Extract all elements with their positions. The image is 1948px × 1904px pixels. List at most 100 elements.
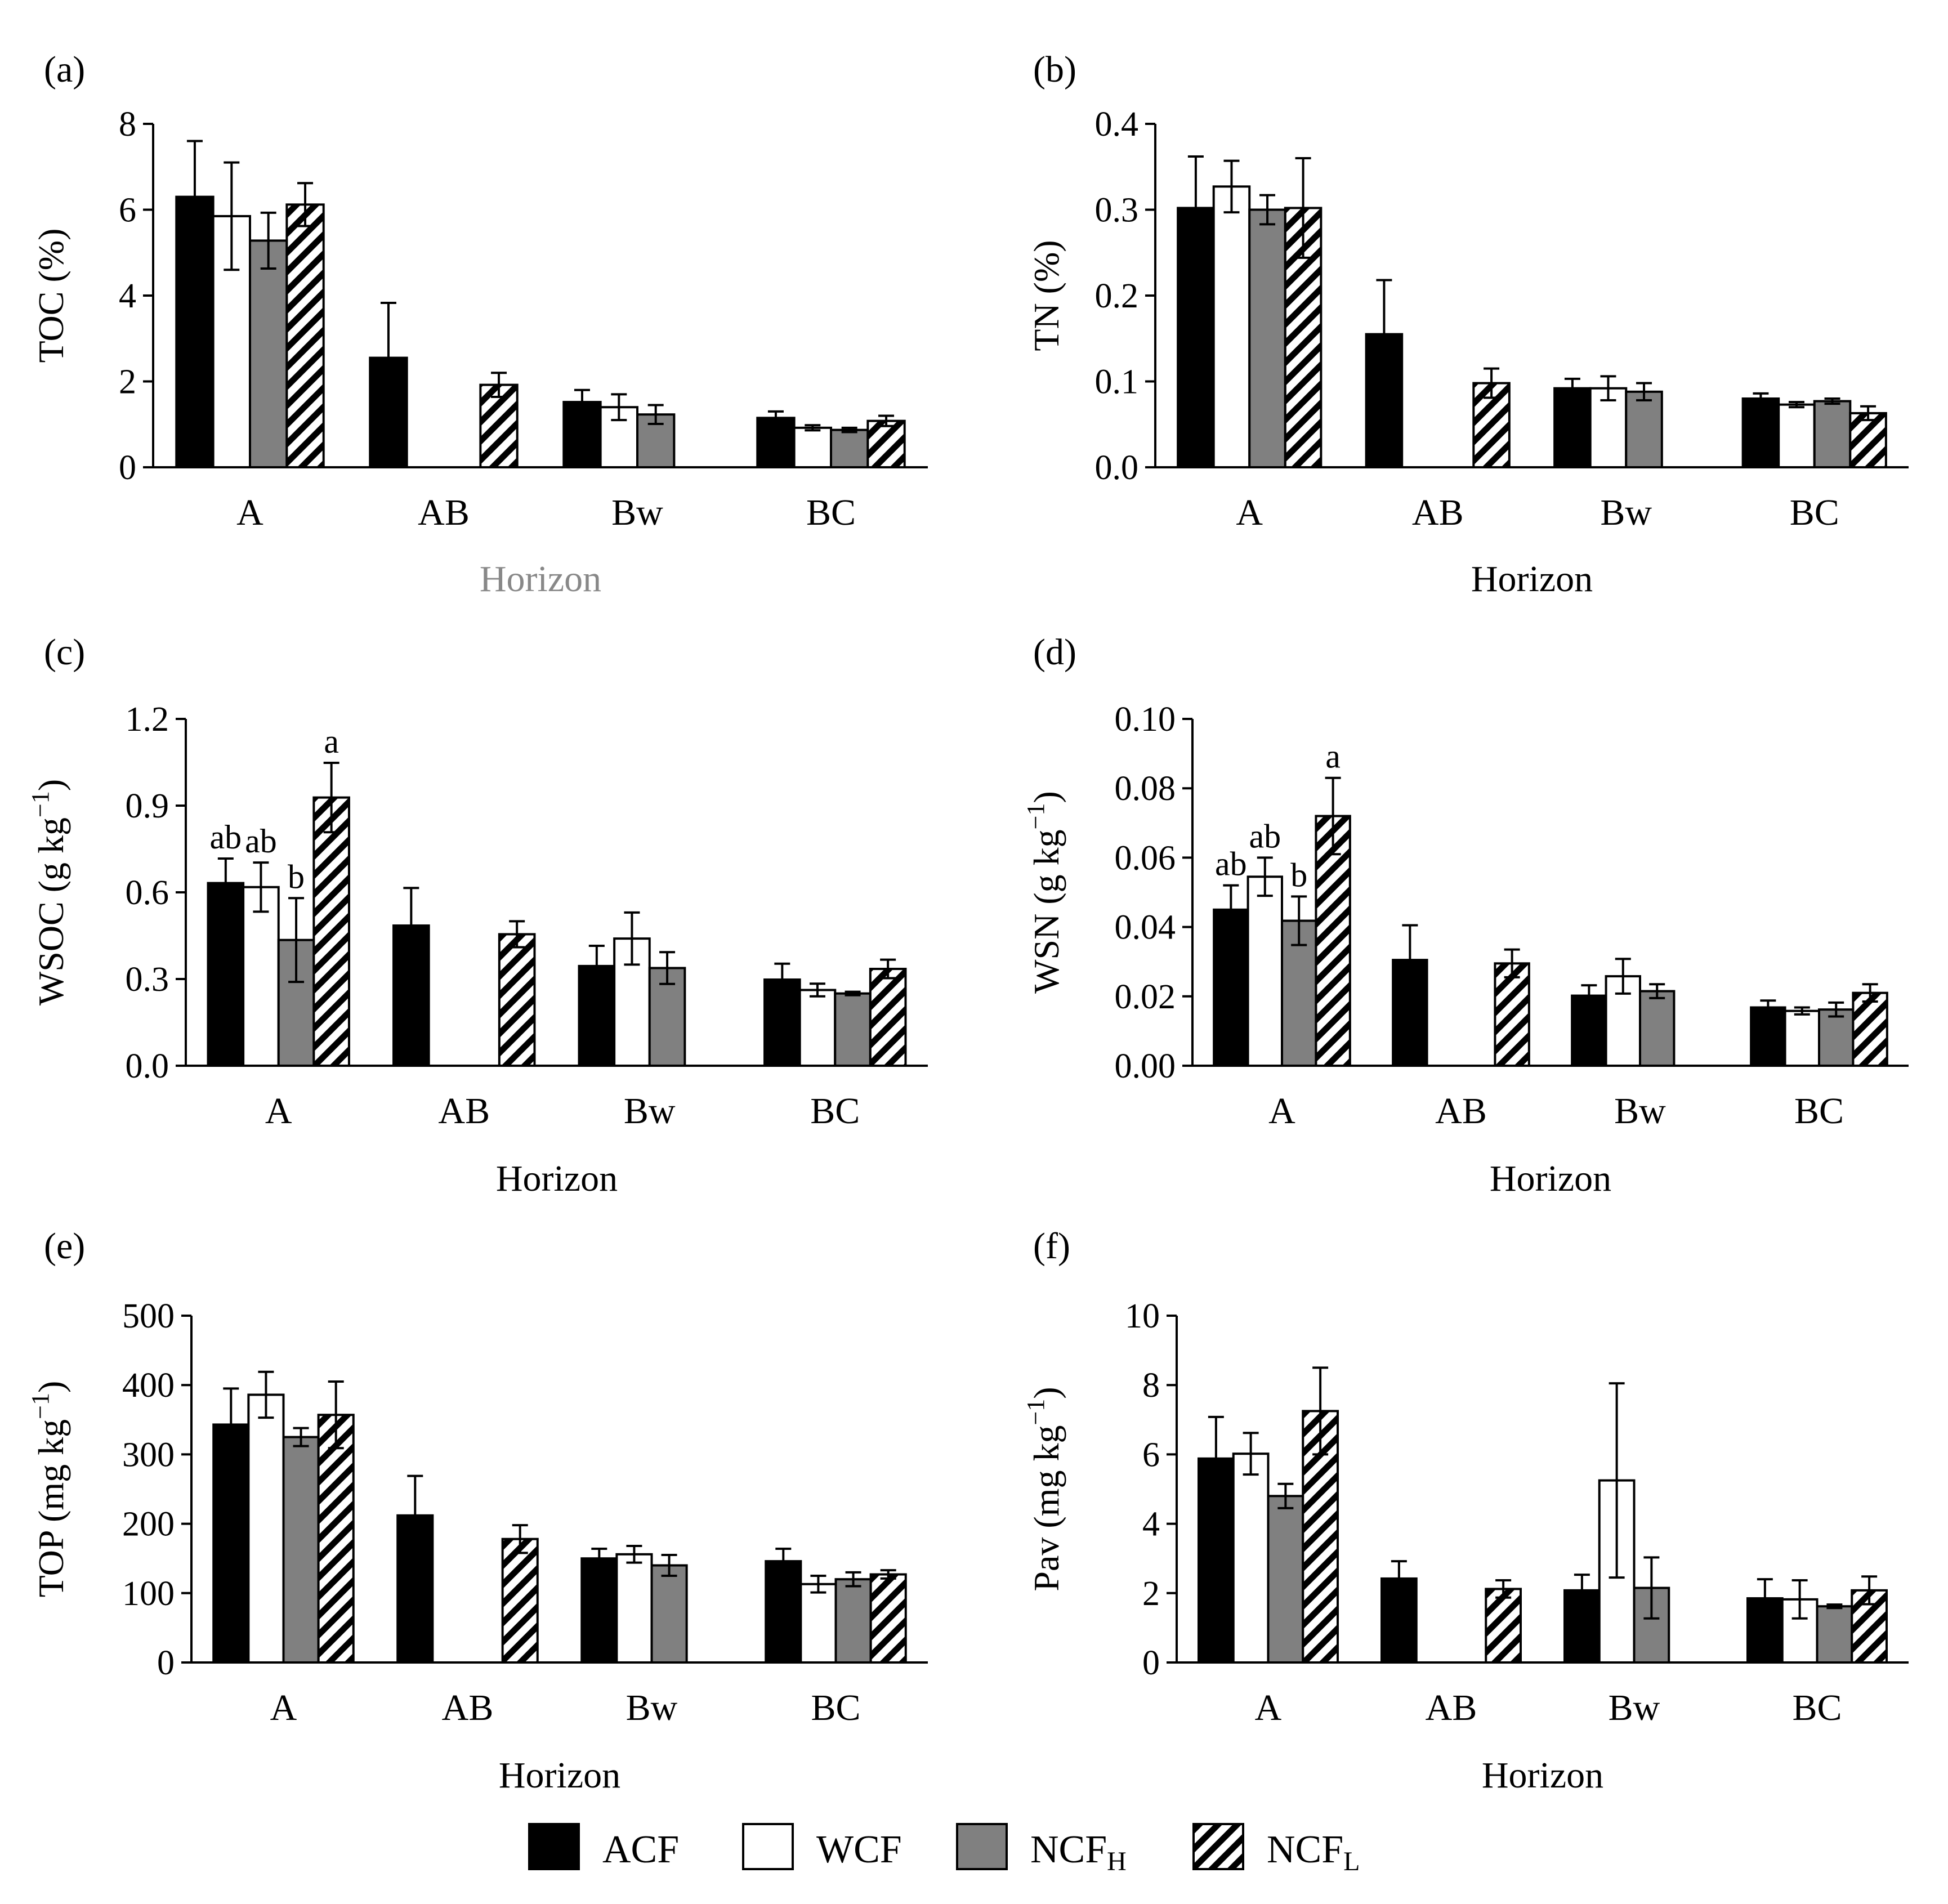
panel-f-y-tick-label-1: 2 (1142, 1575, 1160, 1613)
panel-c-bar-wcf-a (242, 886, 280, 1067)
panel-a-y-tick-label-3: 6 (119, 191, 136, 230)
panel-c-y-axis-title: WSOC (g kg−1) (26, 779, 71, 1005)
panel-d-label: (d) (1033, 632, 1076, 673)
panel-c-category-label-bc: BC (810, 1090, 860, 1132)
panel-b-bar-acf-bc (1741, 397, 1780, 468)
panel-a-y-axis-title-main: TOC (%) (31, 229, 71, 363)
panel-f-category-label-bc: BC (1792, 1687, 1842, 1728)
panel-f-y-tick-label-3: 6 (1142, 1436, 1160, 1474)
panel-d-sig-label-2: b (1290, 856, 1307, 893)
panel-d-bar-ncfl-a (1315, 815, 1351, 1067)
legend-label-ncfh-sub: H (1107, 1847, 1127, 1876)
panel-e-y-axis-title: TOP (mg kg−1) (26, 1381, 71, 1598)
panel-c-sig-label-1: ab (245, 823, 277, 860)
panel-c-bar-ncfh-bc (834, 992, 872, 1067)
panel-e-bar-wcf-a (247, 1393, 285, 1664)
panel-c-y-tick-label-0: 0.0 (126, 1047, 169, 1085)
panel-a-bar-ncfl-a (285, 203, 325, 468)
panel-f-y-tick-label-0: 0 (1142, 1644, 1160, 1682)
panel-c-sig-label-3: a (324, 723, 339, 760)
panel-e-bar-ncfh-bw (650, 1564, 688, 1664)
panel-c-y-tick-label-1: 0.3 (126, 960, 169, 999)
panel-b-category-label-bw: Bw (1600, 492, 1652, 533)
panel-c-bar-wcf-bc (798, 989, 837, 1067)
legend-swatch-wcf (742, 1823, 794, 1870)
panel-e-y-axis-title-end: ) (31, 1381, 71, 1393)
panel-e-category-label-ab: AB (442, 1687, 494, 1728)
legend-label-ncfh: NCFH (1030, 1828, 1127, 1876)
panel-b-bar-wcf-bc (1777, 403, 1816, 468)
panel-f-y-tick-label-2: 4 (1142, 1505, 1160, 1544)
panel-b-x-axis-title: Horizon (1471, 558, 1593, 600)
panel-c-bar-ncfl-ab (498, 933, 536, 1067)
panel-b-bar-ncfh-a (1248, 208, 1286, 468)
panel-d-y-axis-title-main: WSN (g kg (1026, 829, 1066, 994)
panel-b-bar-ncfl-bc (1849, 412, 1887, 468)
panel-d-bar-wcf-a (1246, 875, 1284, 1067)
panel-b-bar-ncfh-bw (1625, 390, 1663, 468)
panel-d-sig-label-0: ab (1215, 846, 1247, 883)
panel-d-y-tick-label-2: 0.04 (1115, 909, 1176, 947)
panel-e-y-tick-label-2: 200 (122, 1505, 175, 1544)
legend-label-acf: ACF (602, 1828, 679, 1871)
panel-d-category-label-a: A (1268, 1090, 1295, 1132)
panel-b-category-label-a: A (1236, 492, 1263, 533)
panel-a-category-label-a: A (236, 492, 263, 533)
panel-c-category-label-a: A (265, 1090, 292, 1132)
panel-c-y-axis-title-main: WSOC (g kg (31, 817, 71, 1005)
panel-b-y-tick-label-2: 0.2 (1095, 277, 1139, 315)
panel-d-bar-ncfl-bc (1852, 991, 1888, 1067)
panel-e-bar-ncfl-ab (501, 1537, 539, 1664)
panel-b-y-tick-label-1: 0.1 (1095, 363, 1139, 401)
panel-b-category-label-ab: AB (1412, 492, 1464, 533)
panel-a-y-tick-label-0: 0 (119, 449, 136, 487)
panel-c-y-tick-label-3: 0.9 (126, 787, 169, 825)
panel-a-x-axis-title: Horizon (480, 558, 601, 600)
panel-b-y-axis-title: TN (%) (1026, 240, 1066, 351)
panel-e-category-label-a: A (270, 1687, 297, 1728)
panel-e-label: (e) (44, 1226, 85, 1267)
panel-f-y-axis-title-end: ) (1026, 1387, 1066, 1398)
panel-c-label: (c) (44, 632, 85, 673)
panel-e-bar-ncfh-a (282, 1436, 320, 1664)
panel-b-y-tick-label-0: 0.0 (1095, 449, 1139, 487)
legend-label-ncfl-main: NCF (1267, 1828, 1343, 1871)
panel-e-bar-acf-bw (580, 1557, 618, 1664)
panel-f-y-tick-label-5: 10 (1125, 1297, 1160, 1335)
panel-d-y-axis-title-sup: −1 (1022, 803, 1049, 829)
panel-f-y-axis-title-sup: −1 (1022, 1399, 1049, 1425)
panel-f-y-axis-title-main: Pav (mg kg (1026, 1425, 1066, 1592)
panel-e-bar-ncfh-bc (834, 1578, 872, 1664)
panel-a-bar-ncfh-bc (830, 428, 869, 468)
panel-c-y-axis-title-end: ) (31, 779, 71, 791)
panel-e-category-label-bw: Bw (626, 1687, 678, 1728)
panel-d-sig-label-1: ab (1249, 817, 1281, 855)
panel-a-bar-ncfl-ab (479, 383, 519, 468)
panel-f-label: (f) (1033, 1226, 1070, 1267)
panel-f-y-axis-title: Pav (mg kg−1) (1022, 1387, 1066, 1591)
panel-a: (a) 0 2 4 6 8 A AB Bw BC Horizon TOC (%) (31, 49, 928, 600)
panel-a-category-label-bw: Bw (611, 492, 663, 533)
panel-e-y-axis-title-sup: −1 (26, 1393, 54, 1419)
panel-c-category-label-ab: AB (438, 1090, 490, 1132)
panel-e-bar-ncfl-bc (869, 1573, 907, 1664)
panel-b-y-axis-title-main: TN (%) (1026, 240, 1066, 351)
panel-d-y-tick-label-3: 0.06 (1115, 839, 1176, 877)
panel-d-bar-wcf-bc (1784, 1009, 1821, 1067)
panel-e-y-tick-label-4: 400 (122, 1366, 175, 1405)
panel-e-y-tick-label-5: 500 (122, 1297, 175, 1335)
panel-f: (f) 0 2 4 6 8 10 A AB Bw BC Horizon Pav (mg kg−1) (1022, 1226, 1909, 1796)
panel-c-sig-label-0: ab (210, 819, 242, 856)
panel-f-y-tick-label-4: 8 (1142, 1366, 1160, 1405)
panel-e-bar-wcf-bw (615, 1553, 653, 1664)
panel-a-category-label-bc: BC (806, 492, 856, 533)
panel-f-bar-ncfl-ab (1485, 1588, 1522, 1664)
panel-d-bar-ncfh-bc (1818, 1008, 1855, 1067)
panel-d-bar-ncfh-bw (1639, 990, 1676, 1067)
panel-d-category-label-bw: Bw (1614, 1090, 1666, 1132)
panel-b-category-label-bc: BC (1790, 492, 1839, 533)
panel-d-bar-acf-bw (1571, 994, 1607, 1067)
panel-c-category-label-bw: Bw (624, 1090, 676, 1132)
